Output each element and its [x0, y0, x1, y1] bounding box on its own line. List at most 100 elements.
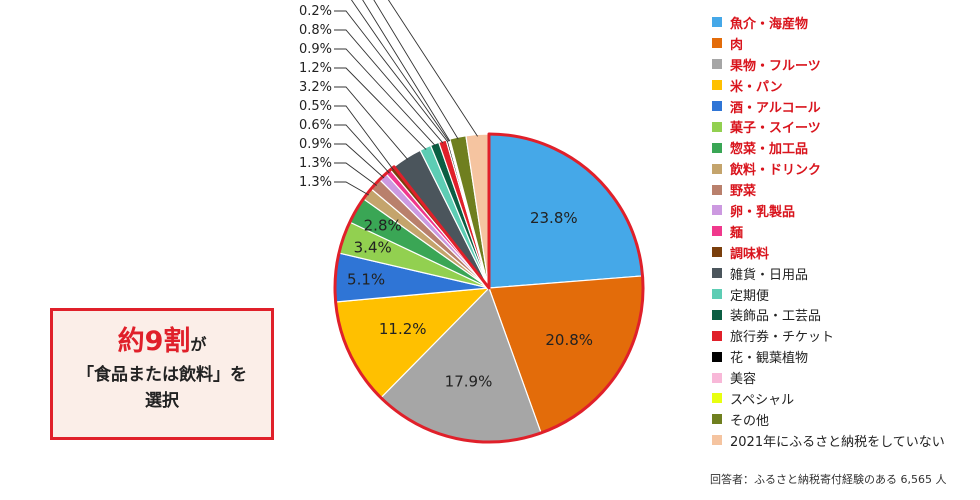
- callout-line-3: 選択: [145, 391, 179, 411]
- legend-label: 米・パン: [730, 79, 783, 95]
- legend-label: 魚介・海産物: [730, 16, 809, 32]
- legend-label: 肉: [730, 37, 744, 53]
- leader-line-20: [373, 0, 459, 140]
- callout-box: 約9割が 「食品または飲料」を 選択: [50, 308, 274, 440]
- legend-item-20: その他: [712, 409, 945, 430]
- legend-swatch: [712, 268, 722, 279]
- legend-label: 酒・アルコール: [730, 100, 821, 116]
- slice-label-17: 0.2%: [299, 4, 332, 19]
- leader-line-9: [334, 162, 377, 186]
- legend-swatch: [712, 163, 722, 174]
- legend-label: 野菜: [730, 184, 757, 200]
- callout-line-2: 「食品または飲料」を: [77, 365, 247, 385]
- legend-item-10: 卵・乳製品: [712, 200, 945, 221]
- legend-item-6: 菓子・スイーツ: [712, 116, 945, 137]
- legend-label: 惣菜・加工品: [730, 142, 809, 158]
- legend-swatch: [712, 17, 722, 28]
- legend-swatch: [712, 59, 722, 70]
- legend-swatch: [712, 226, 722, 237]
- legend-item-9: 野菜: [712, 179, 945, 200]
- legend-swatch: [712, 289, 722, 300]
- legend-item-16: 旅行券・チケット: [712, 325, 945, 346]
- slice-label-7: 2.8%: [364, 217, 402, 235]
- callout-highlight: 約9割: [117, 326, 191, 357]
- legend-swatch: [712, 414, 722, 425]
- legend-label: スペシャル: [730, 392, 795, 408]
- legend-label: 果物・フルーツ: [730, 58, 821, 74]
- legend-item-2: 肉: [712, 33, 945, 54]
- respondents-note: 回答者：ふるさと納税寄付経験のある 6,565 人: [710, 473, 947, 486]
- slice-label-3: 17.9%: [445, 372, 493, 390]
- slice-label-6: 3.4%: [354, 238, 392, 256]
- legend-label: 美容: [730, 372, 757, 388]
- legend-label: 雑貨・日用品: [730, 267, 809, 283]
- legend-label: 定期便: [730, 288, 770, 304]
- leader-line-13: [334, 86, 409, 160]
- legend-label: 飲料・ドリンク: [730, 163, 822, 179]
- callout-suffix: が: [190, 335, 207, 354]
- legend-swatch: [712, 80, 722, 91]
- leader-line-12: [334, 105, 394, 171]
- legend-swatch: [712, 121, 722, 132]
- food-group-outline: [333, 132, 645, 444]
- slice-label-8: 1.3%: [299, 175, 332, 190]
- legend-swatch: [712, 205, 722, 216]
- legend-swatch: [712, 247, 722, 258]
- legend-label: 旅行券・チケット: [730, 330, 835, 346]
- legend-swatch: [712, 393, 722, 404]
- legend-swatch: [712, 184, 722, 195]
- slice-label-16: 0.8%: [299, 23, 332, 38]
- leader-line-18: [350, 0, 450, 142]
- legend-label: 菓子・スイーツ: [730, 121, 821, 137]
- legend-swatch: [712, 435, 722, 446]
- legend-label: 2021年にふるさと納税をしていない: [730, 434, 945, 450]
- slice-label-5: 5.1%: [347, 271, 385, 289]
- slice-label-12: 0.5%: [299, 99, 332, 114]
- slice-label-2: 20.8%: [545, 331, 593, 349]
- leader-line-15: [334, 48, 436, 147]
- leader-line-16: [334, 29, 444, 144]
- legend-item-17: 花・観葉植物: [712, 346, 945, 367]
- legend-swatch: [712, 330, 722, 341]
- legend-item-15: 装飾品・工芸品: [712, 304, 945, 325]
- legend-label: 花・観葉植物: [730, 351, 809, 367]
- slice-label-1: 23.8%: [530, 209, 578, 227]
- legend-item-13: 雑貨・日用品: [712, 263, 945, 284]
- legend-item-3: 果物・フルーツ: [712, 54, 945, 75]
- leader-line-14: [334, 67, 427, 150]
- legend-item-11: 麺: [712, 221, 945, 242]
- legend-label: 麺: [730, 225, 744, 241]
- legend-label: 調味料: [730, 246, 770, 262]
- leader-line-8: [334, 181, 370, 196]
- legend-item-21: 2021年にふるさと納税をしていない: [712, 430, 945, 451]
- leader-line-21: [387, 0, 478, 137]
- legend-item-5: 酒・アルコール: [712, 96, 945, 117]
- legend-label: 卵・乳製品: [730, 204, 796, 220]
- slice-label-10: 0.9%: [299, 137, 332, 152]
- slice-label-13: 3.2%: [299, 80, 332, 95]
- legend-item-1: 魚介・海産物: [712, 12, 945, 33]
- slice-label-11: 0.6%: [299, 118, 332, 133]
- legend-swatch: [712, 351, 722, 362]
- legend-swatch: [712, 38, 722, 49]
- legend-item-18: 美容: [712, 367, 945, 388]
- legend-item-14: 定期便: [712, 284, 945, 305]
- leader-line-11: [334, 124, 390, 174]
- legend-label: 装飾品・工芸品: [730, 309, 822, 325]
- slice-label-4: 11.2%: [379, 320, 427, 338]
- legend-swatch: [712, 101, 722, 111]
- legend-item-8: 飲料・ドリンク: [712, 158, 945, 179]
- legend-item-19: スペシャル: [712, 388, 945, 409]
- legend-item-4: 米・パン: [712, 75, 945, 96]
- slice-label-14: 1.2%: [299, 61, 332, 76]
- leader-line-17: [334, 10, 448, 142]
- legend-swatch: [712, 142, 722, 153]
- slice-label-9: 1.3%: [299, 156, 332, 171]
- legend-swatch: [712, 372, 722, 383]
- legend-swatch: [712, 309, 722, 320]
- chart-legend: 魚介・海産物肉果物・フルーツ 米・パン酒・アルコール 菓子・スイーツ 惣菜・加工品 飲料…: [712, 12, 945, 451]
- legend-label: その他: [730, 413, 770, 429]
- leader-line-10: [334, 143, 385, 179]
- legend-item-7: 惣菜・加工品: [712, 137, 945, 158]
